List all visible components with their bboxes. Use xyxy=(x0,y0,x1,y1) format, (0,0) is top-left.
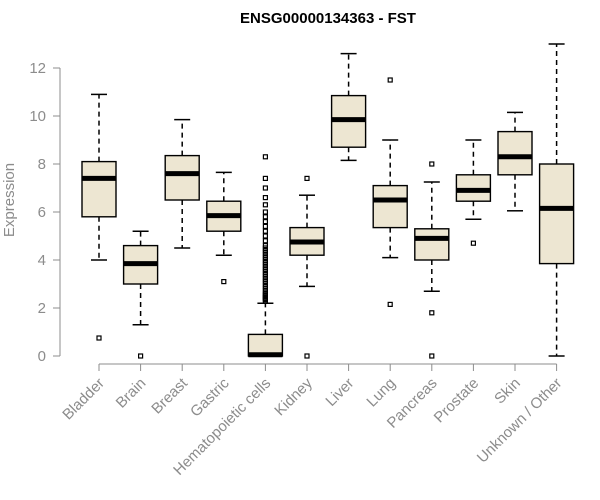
outlier-point xyxy=(138,353,144,359)
outlier-point xyxy=(262,209,268,215)
box-gastric xyxy=(206,171,242,285)
outlier-point xyxy=(429,161,435,167)
iqr-box xyxy=(164,154,200,201)
box-unknown-other xyxy=(538,43,575,357)
y-axis: 0 2 4 6 8 10 12 xyxy=(29,60,61,365)
outlier-point xyxy=(429,310,435,316)
outlier-point xyxy=(221,279,227,285)
outlier-point xyxy=(262,154,268,160)
outlier-point xyxy=(262,243,268,249)
outlier-point xyxy=(387,301,393,307)
x-tick-label: Prostate xyxy=(431,375,483,427)
box-bladder xyxy=(81,93,117,341)
y-tick-label: 0 xyxy=(38,348,46,365)
box-liver xyxy=(330,52,367,162)
box-skin xyxy=(497,111,533,212)
outlier-point xyxy=(429,353,435,359)
box-breast xyxy=(164,118,200,249)
outlier-point xyxy=(262,195,268,201)
y-tick-label: 10 xyxy=(29,108,46,125)
chart-title: ENSG00000134363 - FST xyxy=(240,10,416,27)
x-tick-label: Skin xyxy=(491,375,524,408)
x-tick-label: Kidney xyxy=(271,374,316,419)
x-tick-label: Lung xyxy=(363,375,399,411)
outlier-point xyxy=(304,175,310,181)
outlier-point xyxy=(262,175,268,181)
iqr-box xyxy=(372,184,408,229)
y-tick-label: 12 xyxy=(29,60,46,77)
box-kidney xyxy=(289,175,325,359)
x-tick-label: Liver xyxy=(322,375,357,410)
outlier-point xyxy=(262,228,268,234)
x-tick-label: Brain xyxy=(113,375,150,412)
y-tick-label: 2 xyxy=(38,300,46,317)
box-brain xyxy=(122,230,159,359)
outlier-point xyxy=(262,202,268,208)
box-pancreas xyxy=(414,161,450,359)
outlier-point xyxy=(262,185,268,191)
outlier-point xyxy=(262,219,268,225)
iqr-box xyxy=(538,163,575,265)
x-tick-label: Bladder xyxy=(59,375,108,424)
outlier-point xyxy=(96,335,102,341)
outlier-point xyxy=(262,214,268,220)
plot-area xyxy=(81,43,575,359)
iqr-box xyxy=(497,130,533,176)
iqr-box xyxy=(414,228,450,261)
y-tick-label: 6 xyxy=(38,204,46,221)
y-tick-label: 4 xyxy=(38,252,46,269)
box-lung xyxy=(372,77,408,307)
outlier-point xyxy=(387,77,393,83)
y-axis-label: Expression xyxy=(1,163,18,237)
y-tick-label: 8 xyxy=(38,156,46,173)
outlier-point xyxy=(262,238,268,244)
iqr-box xyxy=(81,160,117,218)
outlier-point xyxy=(262,223,268,229)
outlier-point xyxy=(304,353,310,359)
box-prostate xyxy=(455,139,492,246)
outlier-point xyxy=(262,233,268,239)
outlier-point xyxy=(470,240,476,246)
x-tick-label: Breast xyxy=(148,374,191,417)
box-hematopoietic-cells xyxy=(247,154,284,358)
